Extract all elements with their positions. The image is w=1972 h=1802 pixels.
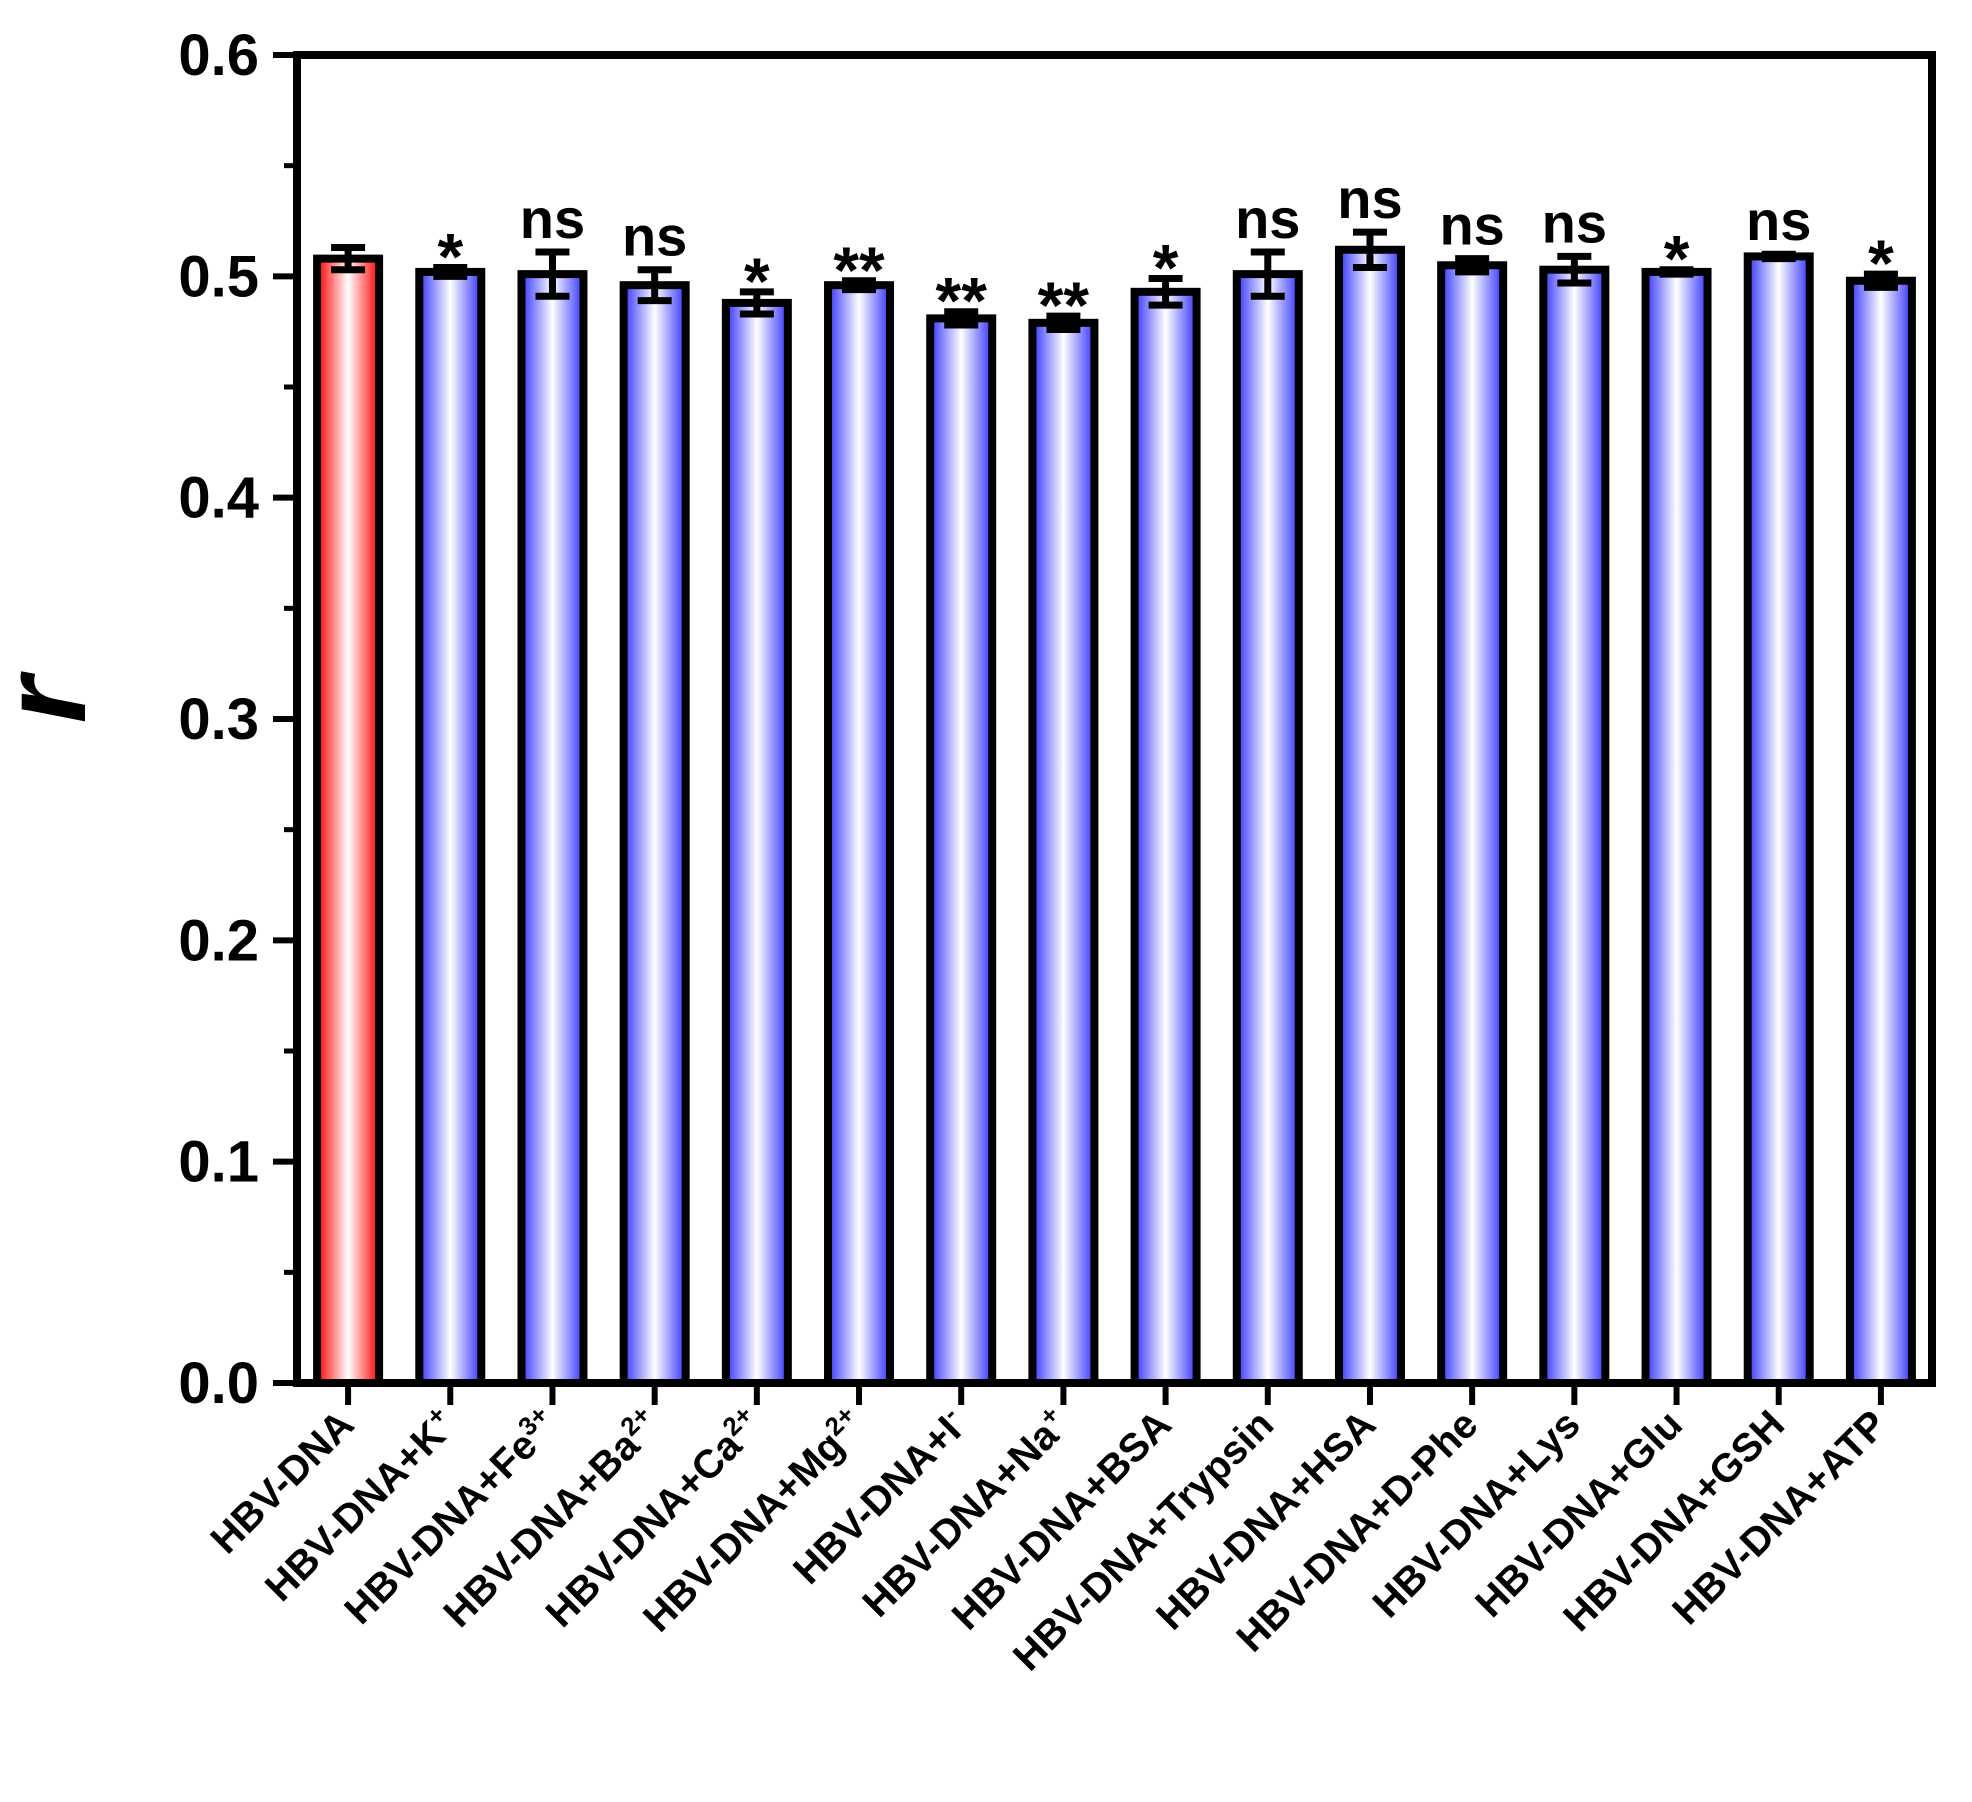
significance-label-10: ns bbox=[1337, 167, 1402, 230]
y-tick-label-1: 0.1 bbox=[178, 1130, 259, 1195]
y-tick-label-3: 0.3 bbox=[178, 687, 259, 752]
bar-7 bbox=[1028, 318, 1099, 1387]
significance-label-14: ns bbox=[1746, 189, 1811, 252]
significance-label-5: ** bbox=[833, 233, 885, 307]
significance-label-3: ns bbox=[622, 205, 687, 268]
significance-label-4: * bbox=[744, 244, 770, 318]
significance-label-13: * bbox=[1664, 222, 1690, 296]
y-tick-label-4: 0.4 bbox=[178, 466, 259, 531]
significance-label-9: ns bbox=[1235, 187, 1300, 250]
significance-label-8: * bbox=[1153, 231, 1179, 305]
significance-label-12: ns bbox=[1542, 191, 1607, 254]
bar-11 bbox=[1437, 261, 1508, 1387]
y-tick-label-2: 0.2 bbox=[178, 908, 259, 973]
y-tick-label-5: 0.5 bbox=[178, 244, 259, 309]
bar-1 bbox=[415, 267, 486, 1388]
significance-label-6: ** bbox=[936, 264, 988, 338]
bar-12 bbox=[1539, 265, 1610, 1387]
bar-4 bbox=[721, 298, 792, 1388]
bar-2 bbox=[517, 270, 588, 1387]
bar-5 bbox=[824, 281, 895, 1388]
significance-label-7: ** bbox=[1038, 268, 1090, 342]
bar-15 bbox=[1845, 276, 1916, 1387]
bar-0 bbox=[313, 254, 384, 1387]
y-tick-label-6: 0.6 bbox=[178, 23, 259, 88]
significance-label-1: * bbox=[437, 219, 463, 293]
y-tick-label-0: 0.0 bbox=[178, 1351, 259, 1416]
bar-8 bbox=[1130, 287, 1201, 1387]
bar-9 bbox=[1232, 270, 1303, 1387]
significance-label-15: * bbox=[1868, 226, 1894, 300]
bar-13 bbox=[1641, 267, 1712, 1388]
significance-label-2: ns bbox=[520, 187, 585, 250]
bar-3 bbox=[619, 281, 690, 1388]
significance-label-11: ns bbox=[1439, 194, 1504, 257]
y-axis-title: r bbox=[0, 670, 111, 723]
bar-14 bbox=[1743, 252, 1814, 1387]
bars-layer bbox=[313, 228, 1916, 1388]
bar-6 bbox=[926, 314, 997, 1387]
axes-layer bbox=[273, 51, 1936, 1405]
bar-10 bbox=[1334, 245, 1405, 1388]
